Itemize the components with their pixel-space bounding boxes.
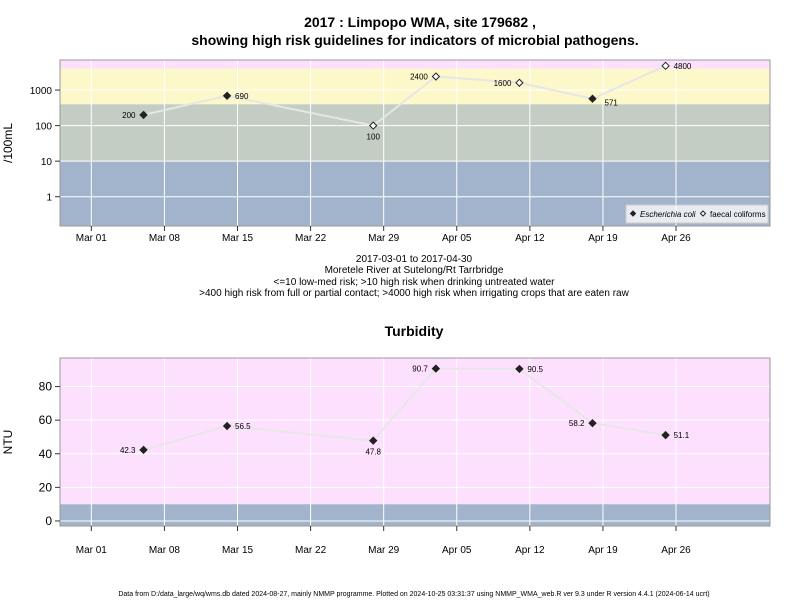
plot-frame xyxy=(59,357,771,527)
data-label-3: 2400 xyxy=(410,73,428,82)
data-label-4: 90.5 xyxy=(527,365,543,374)
data-point-6 xyxy=(661,61,670,71)
x-tick-label-7: Apr 19 xyxy=(588,233,618,244)
data-point-2 xyxy=(369,121,378,130)
risk-band-1 xyxy=(60,358,770,505)
data-point-4 xyxy=(515,364,524,374)
y-axis-label: NTU xyxy=(1,430,15,455)
x-tick-label-8: Apr 26 xyxy=(661,545,691,556)
data-point-5 xyxy=(588,94,597,103)
y-tick-label-1: 10 xyxy=(41,157,53,168)
y-tick-label-3: 1000 xyxy=(30,86,53,97)
legend-label-ecoli: Escherichia coli xyxy=(640,210,696,219)
data-label-1: 56.5 xyxy=(235,422,251,431)
data-label-5: 58.2 xyxy=(569,419,585,428)
x-tick-label-2: Mar 15 xyxy=(222,233,254,244)
x-tick-label-0: Mar 01 xyxy=(76,233,108,244)
data-label-3: 90.7 xyxy=(412,365,428,374)
data-label-0: 42.3 xyxy=(120,446,136,455)
data-point-2 xyxy=(369,436,378,445)
chart-title-line1: 2017 : Limpopo WMA, site 179682 , xyxy=(304,14,536,30)
plot-frame xyxy=(59,59,771,227)
y-tick-label-2: 40 xyxy=(39,447,53,461)
data-point-3 xyxy=(431,364,441,373)
y-tick-label-2: 100 xyxy=(35,122,52,133)
y-axis-label: /100mL xyxy=(1,123,15,163)
data-point-5 xyxy=(588,418,597,428)
risk-band-1 xyxy=(60,104,770,162)
site-name-text: Moretele River at Sutelong/Rt Tarrbridge xyxy=(325,265,504,276)
drinking-risk-note: <=10 low-med risk; >10 high risk when dr… xyxy=(274,277,556,288)
data-point-0 xyxy=(139,445,148,455)
x-tick-label-3: Mar 22 xyxy=(295,233,327,244)
legend-box xyxy=(625,204,769,224)
legend-label-faecal: faecal coliforms xyxy=(710,210,766,219)
risk-band-0 xyxy=(60,504,770,526)
data-label-2: 47.8 xyxy=(365,448,381,457)
data-point-3 xyxy=(431,72,441,81)
y-tick-label-1: 20 xyxy=(39,480,53,494)
data-point-4 xyxy=(515,78,524,87)
x-tick-label-3: Mar 22 xyxy=(295,545,327,556)
data-label-0: 200 xyxy=(122,111,136,120)
data-label-6: 4800 xyxy=(674,62,692,71)
x-tick-label-2: Mar 15 xyxy=(222,545,254,556)
x-tick-label-6: Apr 12 xyxy=(515,545,545,556)
x-tick-label-4: Mar 29 xyxy=(368,545,400,556)
data-point-1 xyxy=(222,421,232,431)
data-label-6: 51.1 xyxy=(674,431,690,440)
x-tick-label-1: Mar 08 xyxy=(149,545,181,556)
x-tick-label-8: Apr 26 xyxy=(661,233,691,244)
turbidity-panel: Mar 01 Mar 08 Mar 15 Mar 22 Mar 29 Apr 05 Apr … xyxy=(1,357,771,556)
date-range-text: 2017-03-01 to 2017-04-30 xyxy=(356,254,473,265)
data-point-1 xyxy=(222,91,232,100)
risk-band-2 xyxy=(60,68,770,105)
x-tick-label-4: Mar 29 xyxy=(368,233,400,244)
data-point-0 xyxy=(139,110,148,120)
turbidity-title: Turbidity xyxy=(385,323,444,339)
x-tick-label-0: Mar 01 xyxy=(76,545,108,556)
x-tick-label-1: Mar 08 xyxy=(149,233,181,244)
legend-marker-ecoli xyxy=(629,210,637,217)
chart-title-line2: showing high risk guidelines for indicat… xyxy=(191,32,638,48)
data-label-2: 100 xyxy=(367,133,381,142)
data-point-6 xyxy=(661,430,670,440)
data-label-1: 690 xyxy=(235,92,249,101)
x-tick-label-5: Apr 05 xyxy=(442,545,472,556)
footer-text: Data from D:/data_large/wq/wms.db dated … xyxy=(118,591,709,598)
x-tick-label-5: Apr 05 xyxy=(442,233,472,244)
data-label-5: 571 xyxy=(605,99,619,108)
x-tick-label-7: Apr 19 xyxy=(588,545,618,556)
risk-band-3 xyxy=(60,60,770,69)
y-tick-label-0: 0 xyxy=(45,514,52,528)
x-tick-label-6: Apr 12 xyxy=(515,233,545,244)
data-label-4: 1600 xyxy=(494,79,512,88)
y-tick-label-4: 80 xyxy=(39,380,53,394)
y-tick-label-0: 1 xyxy=(46,193,52,204)
legend-marker-faecal xyxy=(699,210,707,217)
y-tick-label-3: 60 xyxy=(39,413,53,427)
microbial-panel: Mar 01 Mar 08 Mar 15 Mar 22 Mar 29 Apr 05 Apr … xyxy=(1,59,771,244)
contact-risk-note: >400 high risk from full or partial cont… xyxy=(199,288,629,299)
